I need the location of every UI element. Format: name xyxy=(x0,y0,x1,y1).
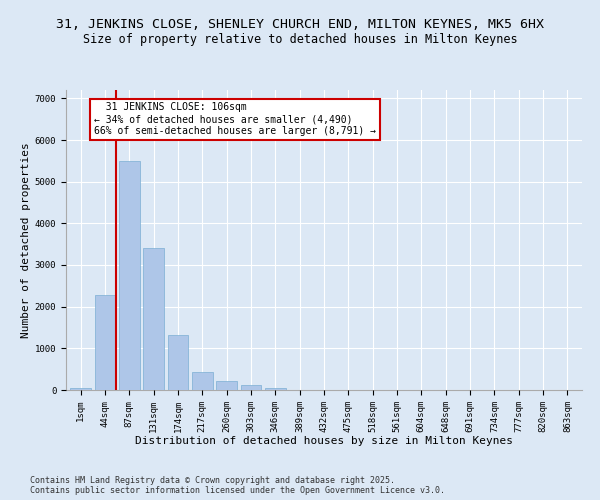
Bar xyxy=(167,335,188,390)
Text: 31 JENKINS CLOSE: 106sqm
← 34% of detached houses are smaller (4,490)
66% of sem: 31 JENKINS CLOSE: 106sqm ← 34% of detach… xyxy=(94,102,376,136)
X-axis label: Distribution of detached houses by size in Milton Keynes: Distribution of detached houses by size … xyxy=(135,436,513,446)
Bar xyxy=(119,161,140,390)
Bar xyxy=(192,372,212,390)
Text: Size of property relative to detached houses in Milton Keynes: Size of property relative to detached ho… xyxy=(83,32,517,46)
Text: Contains HM Land Registry data © Crown copyright and database right 2025.
Contai: Contains HM Land Registry data © Crown c… xyxy=(30,476,445,495)
Bar xyxy=(70,388,91,390)
Bar xyxy=(241,384,262,390)
Text: 31, JENKINS CLOSE, SHENLEY CHURCH END, MILTON KEYNES, MK5 6HX: 31, JENKINS CLOSE, SHENLEY CHURCH END, M… xyxy=(56,18,544,30)
Bar xyxy=(216,381,237,390)
Bar xyxy=(143,248,164,390)
Y-axis label: Number of detached properties: Number of detached properties xyxy=(20,142,31,338)
Bar xyxy=(265,388,286,390)
Bar xyxy=(95,295,115,390)
